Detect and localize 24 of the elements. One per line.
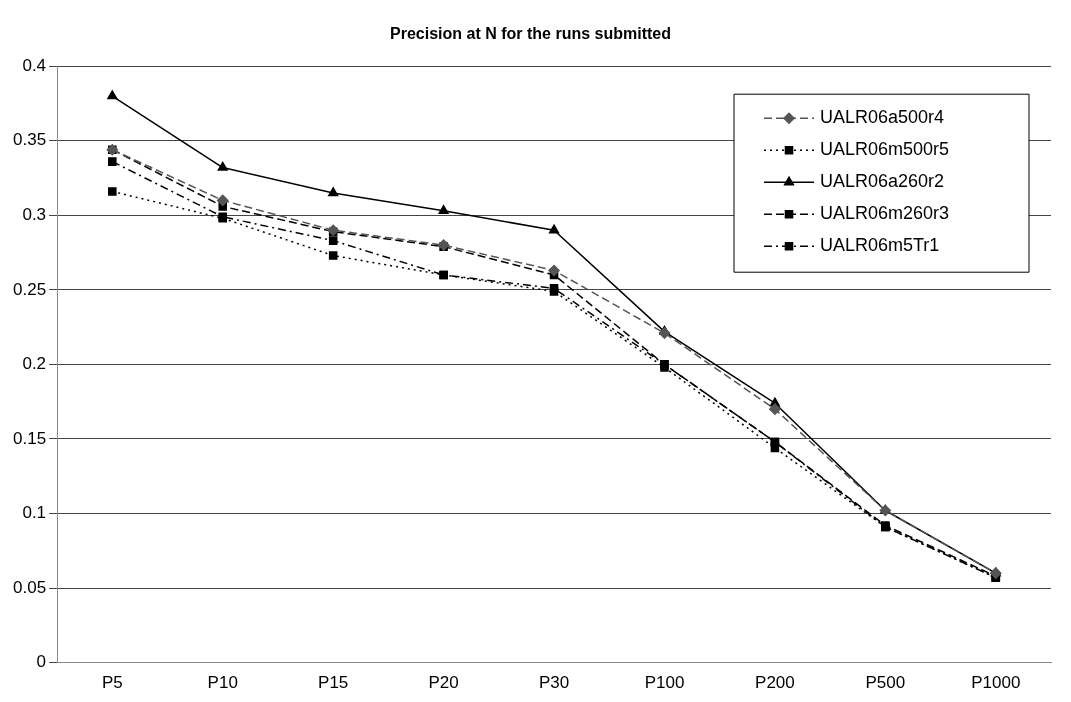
y-tick-label: 0.2 (22, 354, 47, 374)
x-tick-label: P100 (644, 673, 685, 693)
y-tick-label: 0.4 (22, 55, 47, 75)
x-tick-label: P200 (755, 673, 795, 693)
y-tick-label: 0.3 (22, 204, 47, 224)
y-tick-label: 0.25 (12, 279, 47, 299)
x-tick-label: P1000 (971, 673, 1021, 693)
x-tick-label: P500 (865, 673, 906, 693)
x-tick-label: P30 (538, 673, 570, 693)
x-tick-label: P20 (428, 673, 459, 693)
legend-label: UALR06a260r2 (820, 171, 945, 192)
chart-title: Precision at N for the runs submitted (390, 25, 671, 43)
legend-label: UALR06m5Tr1 (820, 235, 940, 256)
x-tick-label: P10 (207, 673, 238, 693)
x-tick-label: P5 (101, 673, 123, 693)
legend-label: UALR06a500r4 (820, 107, 945, 128)
y-tick-label: 0.15 (12, 428, 47, 448)
y-tick-label: 0.35 (12, 130, 47, 150)
legend-label: UALR06m260r3 (820, 203, 950, 224)
x-tick-label: P15 (318, 673, 349, 693)
legend-label: UALR06m500r5 (820, 139, 950, 160)
y-tick-label: 0.1 (22, 503, 47, 523)
y-tick-label: 0.05 (12, 577, 47, 597)
y-tick-label: 0 (36, 652, 47, 672)
